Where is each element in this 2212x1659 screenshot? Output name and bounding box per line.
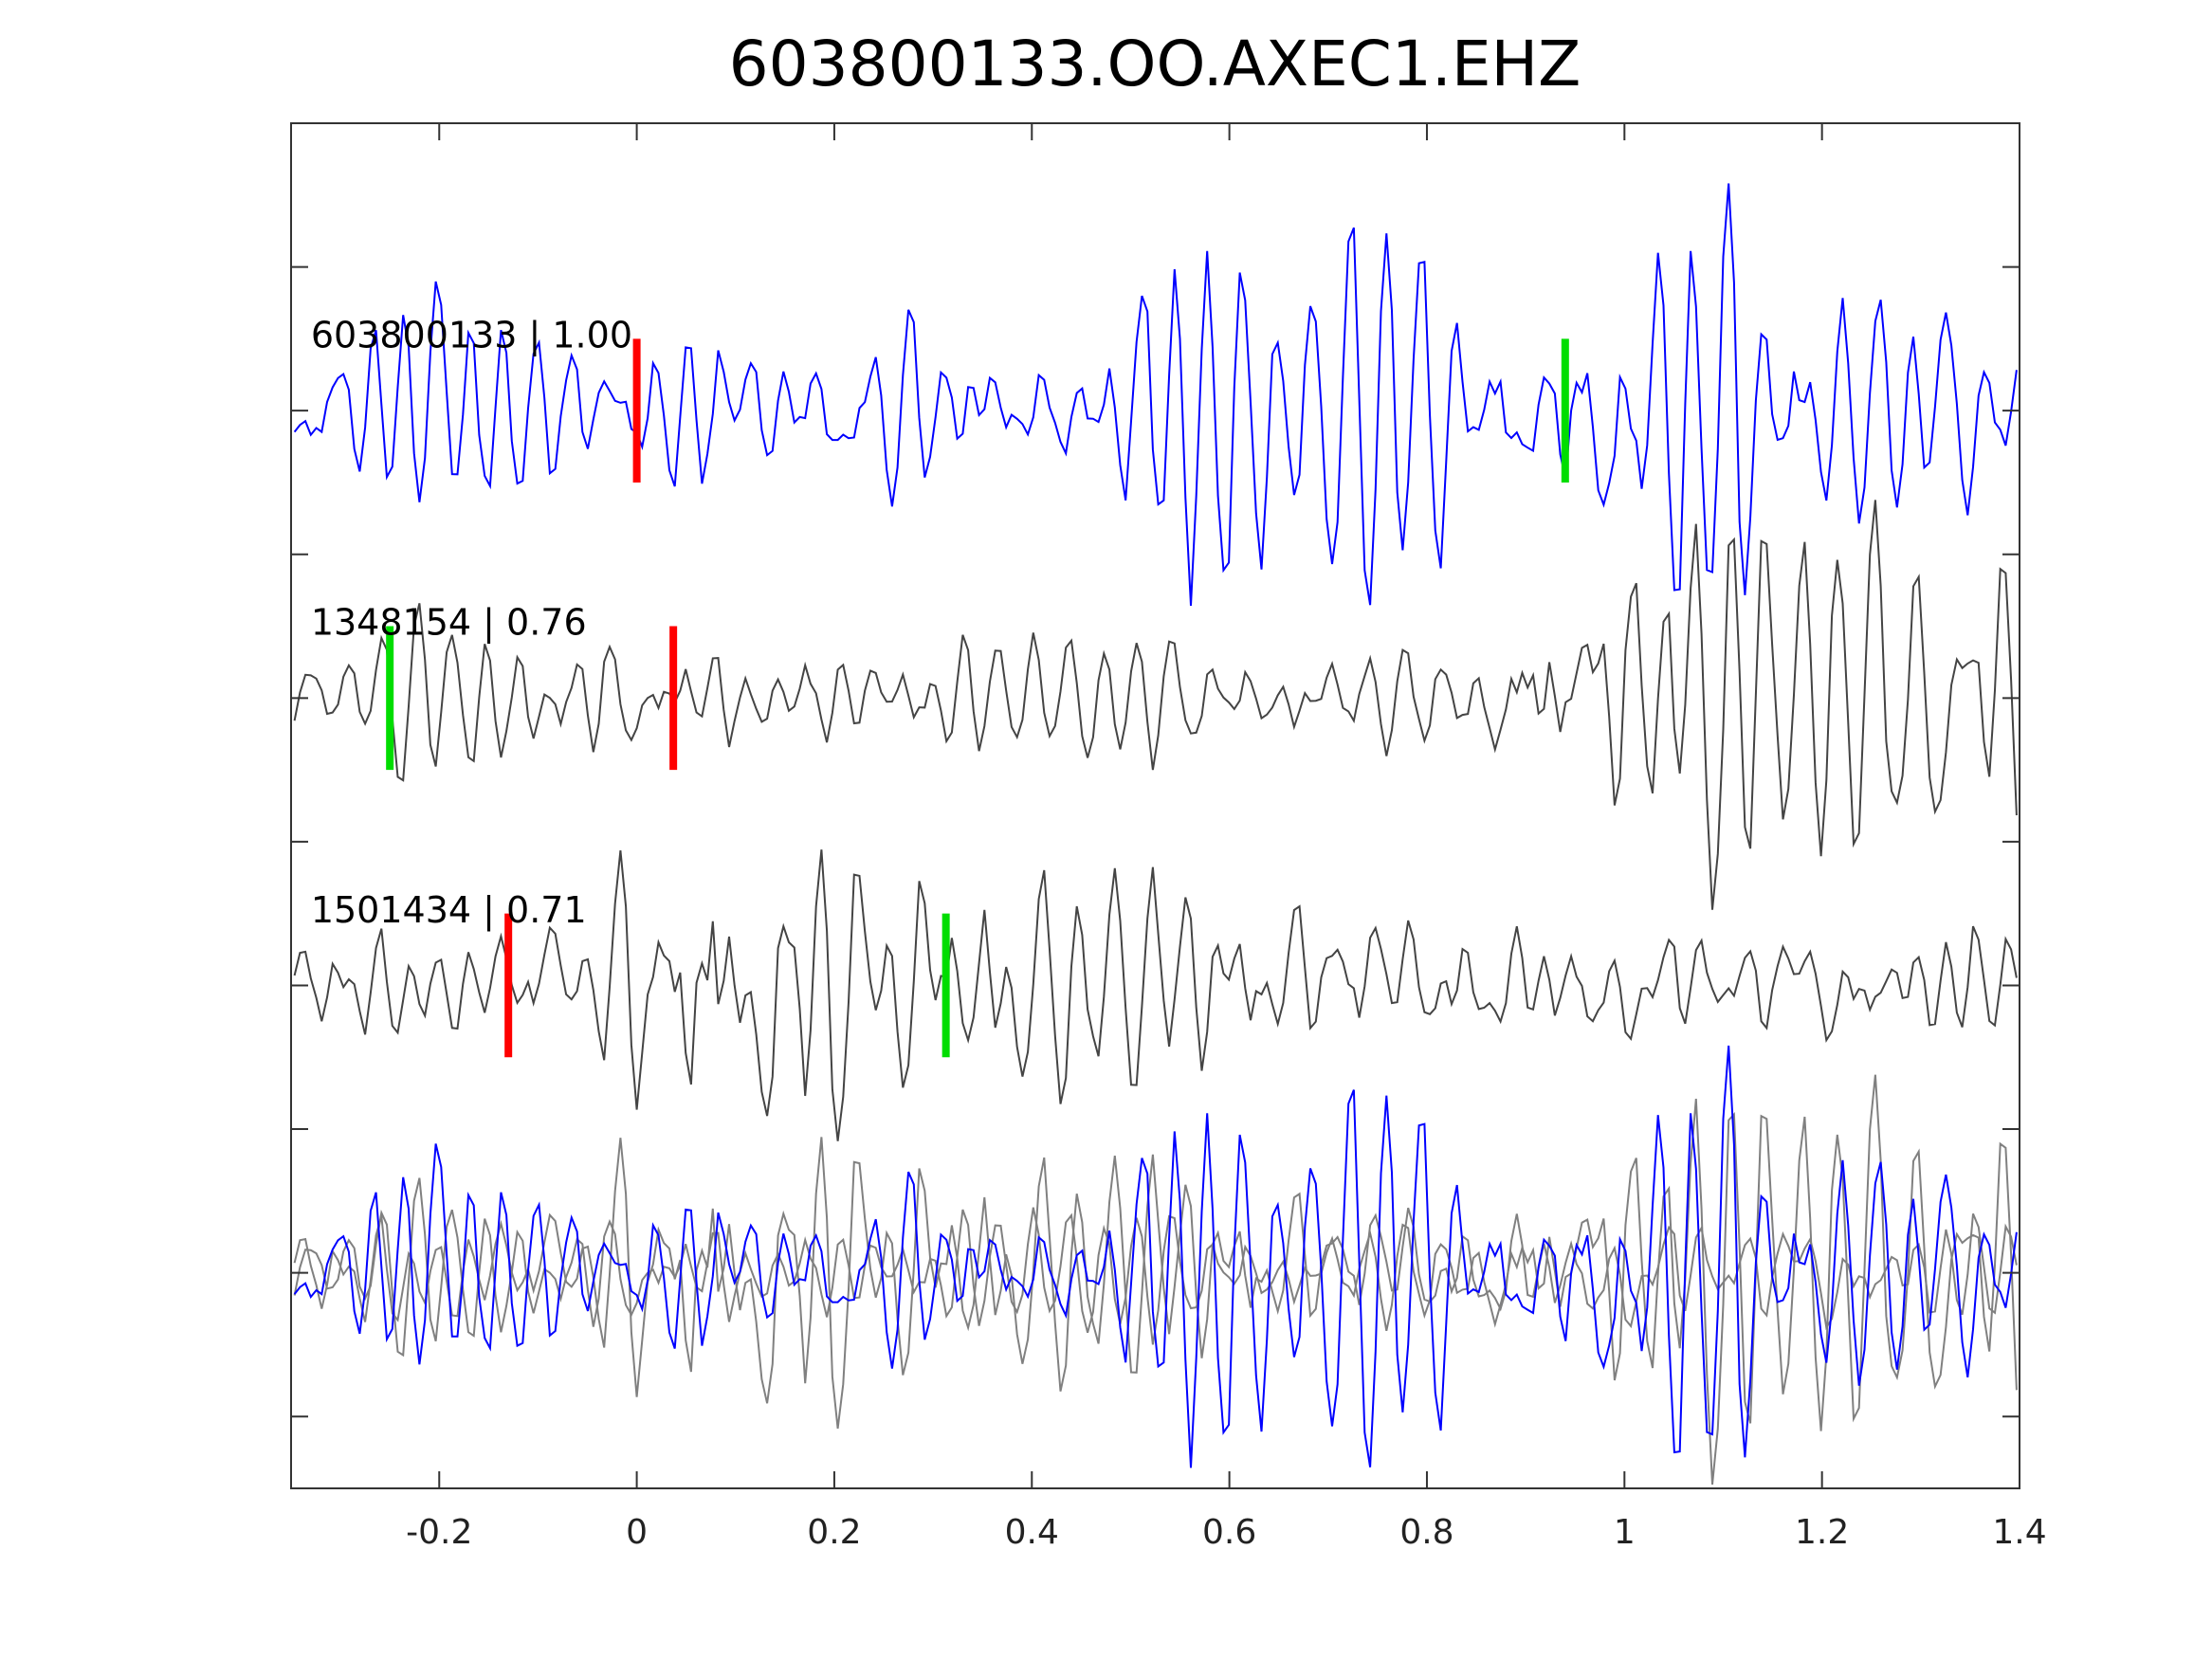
overlay-trace-1348154: [293, 1074, 2018, 1486]
overlay-trace-603800133: [293, 1045, 2018, 1468]
x-tick-label: -0.2: [406, 1513, 472, 1552]
x-tick-label: 1.4: [1992, 1513, 2046, 1552]
x-tick-label: 0.2: [807, 1513, 861, 1552]
trace-1501434: [293, 849, 2018, 1141]
x-tick-label: 0.8: [1399, 1513, 1453, 1552]
x-tick-label: 0.4: [1005, 1513, 1059, 1552]
plot-area: [293, 183, 2018, 1486]
chart-title: 603800133.OO.AXEC1.EHZ: [729, 27, 1581, 100]
trace-1348154: [293, 500, 2018, 910]
x-tick-label: 1.2: [1795, 1513, 1849, 1552]
x-tick-label: 1: [1614, 1513, 1636, 1552]
trace-labels: 603800133 | 1.00 1348154 | 0.76 1501434 | …: [311, 314, 632, 931]
x-tick-label: 0.6: [1202, 1513, 1256, 1552]
x-tick-label: 0: [626, 1513, 648, 1552]
x-axis: -0.2 0 0.2 0.4 0.6 0.8 1 1.2 1.4: [406, 123, 2047, 1552]
trace-label: 1348154 | 0.76: [311, 602, 587, 645]
trace-603800133: [293, 183, 2018, 606]
trace-label: 1501434 | 0.71: [311, 889, 587, 932]
overlay-trace-1501434: [293, 1137, 2018, 1430]
y-axis: [291, 265, 2020, 1418]
axes-frame: [290, 122, 2020, 1489]
trace-label: 603800133 | 1.00: [311, 314, 632, 356]
